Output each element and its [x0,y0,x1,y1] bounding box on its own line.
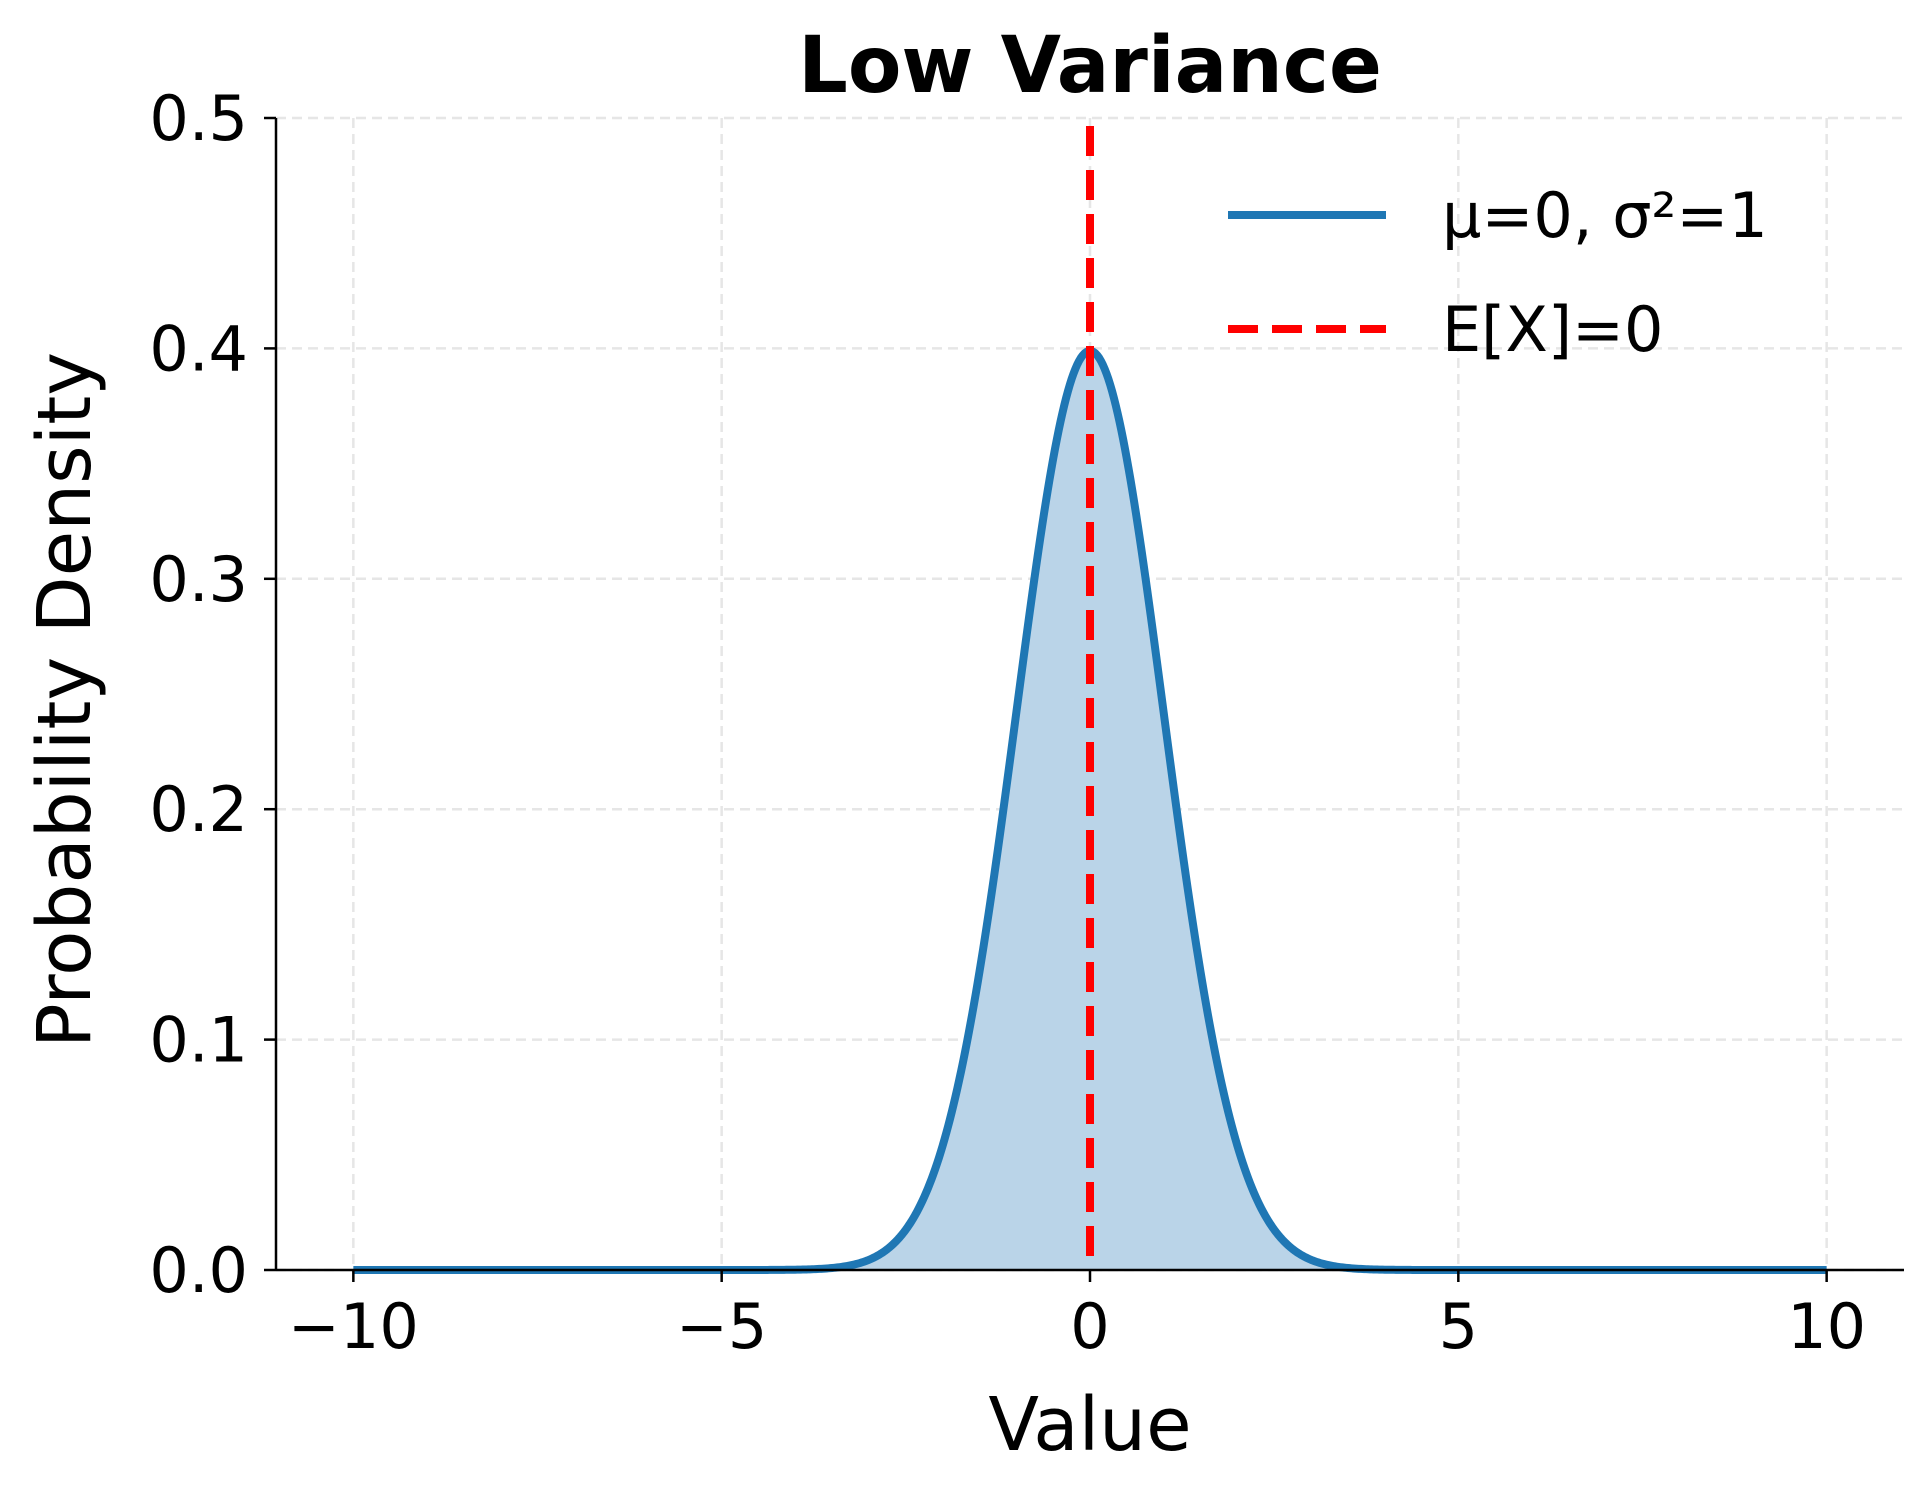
y-tick-label-4: 0.4 [149,312,248,385]
y-tick-label-0: 0.0 [149,1234,248,1307]
legend-label-expected-value: E[X]=0 [1442,293,1663,366]
x-axis-ticks: −10 −5 0 5 10 [288,1270,1866,1363]
y-tick-label-2: 0.2 [149,773,248,846]
legend: μ=0, σ²=1 E[X]=0 [1228,179,1768,366]
x-tick-label-3: 5 [1439,1290,1478,1363]
y-tick-label-5: 0.5 [149,82,248,155]
y-tick-label-1: 0.1 [149,1004,248,1077]
y-tick-label-3: 0.3 [149,543,248,616]
x-tick-label-0: −10 [288,1290,419,1363]
x-axis-label: Value [988,1382,1191,1468]
x-tick-label-1: −5 [676,1290,767,1363]
y-axis-ticks: 0.0 0.1 0.2 0.3 0.4 0.5 [149,82,276,1307]
legend-label-density: μ=0, σ²=1 [1442,179,1768,252]
x-tick-label-2: 0 [1070,1290,1109,1363]
chart-title: Low Variance [798,21,1382,111]
y-axis-label: Probability Density [22,352,108,1048]
x-tick-label-4: 10 [1787,1290,1866,1363]
